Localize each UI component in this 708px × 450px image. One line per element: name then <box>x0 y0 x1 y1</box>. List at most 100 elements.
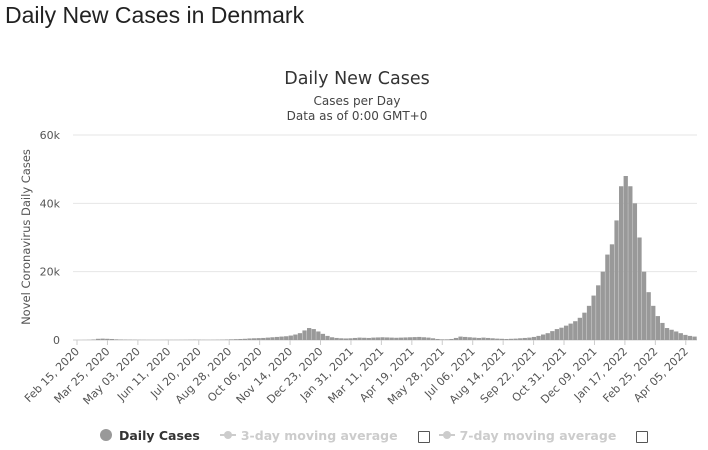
daily-cases-bar[interactable] <box>114 339 119 340</box>
checkbox-7-day-average[interactable] <box>636 430 649 443</box>
checkbox-3-day-average[interactable] <box>417 430 430 443</box>
daily-cases-bar[interactable] <box>577 317 582 340</box>
daily-cases-bar[interactable] <box>412 337 417 340</box>
daily-cases-bar[interactable] <box>678 333 683 340</box>
daily-cases-bar[interactable] <box>513 338 518 340</box>
daily-cases-bar[interactable] <box>545 333 550 340</box>
daily-cases-bar[interactable] <box>463 336 468 340</box>
daily-cases-bar[interactable] <box>440 339 445 340</box>
daily-cases-bar[interactable] <box>316 331 321 340</box>
daily-cases-bar[interactable] <box>559 327 564 340</box>
daily-cases-bar[interactable] <box>398 337 404 340</box>
daily-cases-bar[interactable] <box>632 203 638 340</box>
daily-cases-bar[interactable] <box>609 244 615 340</box>
daily-cases-bar[interactable] <box>357 337 362 340</box>
legend-item-3-day-average[interactable]: 3-day moving average <box>219 428 398 443</box>
daily-cases-bar[interactable] <box>288 335 293 340</box>
daily-cases-bar[interactable] <box>421 337 426 340</box>
daily-cases-bar[interactable] <box>660 322 665 340</box>
daily-cases-bar[interactable] <box>261 337 266 340</box>
daily-cases-bar[interactable] <box>91 339 96 340</box>
daily-cases-bar[interactable] <box>655 316 660 340</box>
daily-cases-bar[interactable] <box>573 321 578 340</box>
daily-cases-bar[interactable] <box>591 295 596 340</box>
daily-cases-bar[interactable] <box>619 186 624 340</box>
daily-cases-bar[interactable] <box>403 337 408 340</box>
daily-cases-bar[interactable] <box>265 337 270 340</box>
daily-cases-bar[interactable] <box>568 323 573 340</box>
legend-item-daily-cases[interactable]: Daily Cases <box>100 428 200 443</box>
daily-cases-bar[interactable] <box>637 237 642 341</box>
daily-cases-bar[interactable] <box>683 334 688 341</box>
daily-cases-bar[interactable] <box>229 339 234 340</box>
daily-cases-bar[interactable] <box>270 337 275 340</box>
daily-cases-bar[interactable] <box>541 334 546 340</box>
daily-cases-bar[interactable] <box>481 337 486 340</box>
daily-cases-bar[interactable] <box>495 338 500 340</box>
daily-cases-bar[interactable] <box>105 338 110 340</box>
daily-cases-bar[interactable] <box>320 333 326 340</box>
daily-cases-bar[interactable] <box>435 338 440 340</box>
daily-cases-bar[interactable] <box>449 338 454 340</box>
daily-cases-bar[interactable] <box>279 336 284 340</box>
daily-cases-bar[interactable] <box>256 338 261 340</box>
daily-cases-bar[interactable] <box>554 329 560 340</box>
daily-cases-bar[interactable] <box>687 335 693 340</box>
daily-cases-bar[interactable] <box>458 336 463 340</box>
daily-cases-bar[interactable] <box>375 337 381 340</box>
daily-cases-bar[interactable] <box>417 336 422 340</box>
daily-cases-bar[interactable] <box>274 336 280 340</box>
daily-cases-bar[interactable] <box>430 338 436 340</box>
daily-cases-bar[interactable] <box>669 329 674 340</box>
daily-cases-bar[interactable] <box>407 337 413 340</box>
daily-cases-bar[interactable] <box>472 337 477 340</box>
daily-cases-bar[interactable] <box>476 337 482 340</box>
daily-cases-bar[interactable] <box>614 220 619 340</box>
daily-cases-bar[interactable] <box>582 312 587 340</box>
daily-cases-bar[interactable] <box>605 254 610 340</box>
daily-cases-bar[interactable] <box>371 337 376 340</box>
daily-cases-bar[interactable] <box>674 331 679 340</box>
daily-cases-bar[interactable] <box>623 176 628 340</box>
daily-cases-bar[interactable] <box>444 339 449 340</box>
daily-cases-bar[interactable] <box>389 337 394 340</box>
daily-cases-bar[interactable] <box>329 337 335 340</box>
daily-cases-bar[interactable] <box>224 339 229 340</box>
daily-cases-bar[interactable] <box>453 337 459 340</box>
daily-cases-bar[interactable] <box>596 285 601 340</box>
daily-cases-bar[interactable] <box>366 337 371 340</box>
daily-cases-bar[interactable] <box>651 305 656 340</box>
daily-cases-bar[interactable] <box>522 337 527 340</box>
daily-cases-bar[interactable] <box>527 337 532 340</box>
daily-cases-bar[interactable] <box>334 337 339 340</box>
daily-cases-bar[interactable] <box>518 338 523 340</box>
daily-cases-bar[interactable] <box>109 338 114 340</box>
daily-cases-bar[interactable] <box>325 335 330 340</box>
daily-cases-bar[interactable] <box>293 334 298 340</box>
daily-cases-bar[interactable] <box>100 338 105 340</box>
daily-cases-bar[interactable] <box>628 186 633 340</box>
daily-cases-bar[interactable] <box>563 325 569 340</box>
daily-cases-bar[interactable] <box>692 336 697 340</box>
daily-cases-bar[interactable] <box>385 337 390 340</box>
daily-cases-bar[interactable] <box>242 338 248 340</box>
daily-cases-bar[interactable] <box>251 338 257 340</box>
daily-cases-bar[interactable] <box>499 338 504 340</box>
daily-cases-bar[interactable] <box>550 331 555 340</box>
daily-cases-bar[interactable] <box>247 338 252 340</box>
daily-cases-bar[interactable] <box>348 338 353 340</box>
daily-cases-bar[interactable] <box>394 337 399 340</box>
daily-cases-bar[interactable] <box>307 328 312 340</box>
daily-cases-bar[interactable] <box>238 338 243 340</box>
daily-cases-bar[interactable] <box>302 330 307 340</box>
daily-cases-bar[interactable] <box>297 333 303 340</box>
daily-cases-bar[interactable] <box>490 338 495 340</box>
daily-cases-bar[interactable] <box>508 338 514 340</box>
daily-cases-bar[interactable] <box>118 339 124 340</box>
daily-cases-bar[interactable] <box>641 271 647 340</box>
daily-cases-bar[interactable] <box>485 337 491 340</box>
daily-cases-bar[interactable] <box>531 336 537 340</box>
daily-cases-bar[interactable] <box>311 329 316 340</box>
daily-cases-bar[interactable] <box>362 337 367 340</box>
daily-cases-bar[interactable] <box>600 271 605 340</box>
